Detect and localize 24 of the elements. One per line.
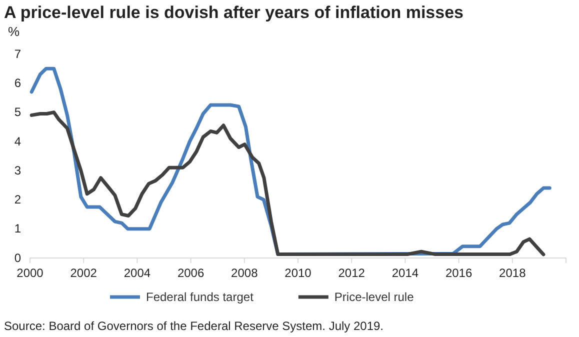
y-tick-label: 7 — [14, 46, 22, 61]
y-axis-title: % — [8, 24, 20, 39]
y-tick-label: 4 — [14, 134, 22, 148]
x-tick-label: 2004 — [124, 266, 151, 280]
x-tick-label: 2016 — [445, 266, 472, 280]
x-tick-label: 2014 — [392, 266, 419, 280]
line-series — [30, 110, 546, 256]
y-tick-label: 2 — [14, 192, 22, 207]
x-tick-label: 2010 — [284, 266, 312, 280]
y-tick-label: 0 — [14, 250, 22, 265]
y-tick-label: 5 — [14, 105, 22, 120]
y-tick-label: 6 — [14, 76, 22, 90]
x-tick-label: 2002 — [70, 266, 98, 280]
x-tick-label: 2018 — [499, 266, 526, 280]
legend-label: Price-level rule — [334, 290, 414, 304]
x-tick-label: 2000 — [16, 266, 44, 280]
chart-title: A price-level rule is dovish after years of inflation misses — [4, 3, 464, 22]
legend-label: Federal funds target — [146, 290, 254, 304]
source-note: Source: Board of Governors of the Federal Reserve System. July 2019. — [4, 319, 384, 333]
y-tick-label: 1 — [14, 222, 22, 236]
y-tick-label: 3 — [14, 163, 22, 178]
x-tick-label: 2006 — [177, 266, 204, 280]
x-tick-label: 2012 — [338, 266, 366, 280]
x-tick-label: 2008 — [231, 266, 258, 280]
